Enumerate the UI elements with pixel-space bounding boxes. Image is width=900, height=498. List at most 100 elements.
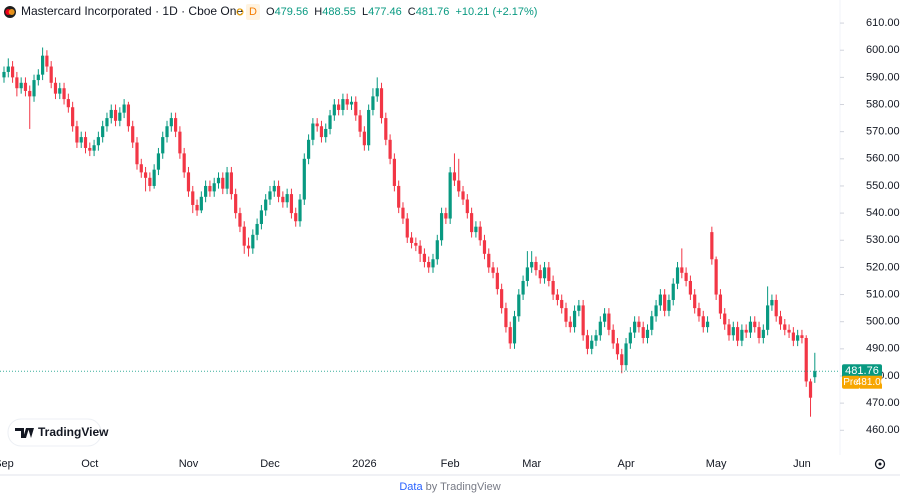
candle-body xyxy=(246,245,251,249)
candle-body xyxy=(525,267,529,281)
candle-body xyxy=(135,142,139,165)
candle-body xyxy=(332,104,336,116)
candle-body xyxy=(508,327,512,344)
legend-value: 488.55 xyxy=(322,6,356,18)
y-tick-label: 470.00 xyxy=(866,397,900,409)
candle-body xyxy=(435,240,439,260)
ohlc-legend: O479.56 H488.55 L477.46 C481.76 +10.21 (… xyxy=(266,6,537,18)
settings-icon[interactable] xyxy=(874,458,886,470)
candle-body xyxy=(590,340,594,349)
candle-body xyxy=(216,177,221,184)
candle-body xyxy=(182,153,186,173)
candle-body xyxy=(615,343,620,355)
candle-body xyxy=(191,191,195,205)
y-tick-label: 590.00 xyxy=(866,71,900,83)
candle-body xyxy=(375,88,379,97)
candle-body xyxy=(598,321,602,336)
y-tick-label: 460.00 xyxy=(866,424,900,436)
candle-body xyxy=(778,316,783,325)
legend-change: +10.21 (+2.17%) xyxy=(455,6,537,18)
candle-body xyxy=(482,240,487,254)
candle-body xyxy=(397,185,401,208)
candle-body xyxy=(551,280,555,295)
candle-body xyxy=(311,123,315,140)
candle-body xyxy=(126,104,131,127)
candle-body xyxy=(641,327,645,338)
candle-body xyxy=(620,354,624,366)
candle-body xyxy=(122,104,126,113)
candle-body xyxy=(225,172,229,189)
candle-body xyxy=(770,299,774,306)
candle-body xyxy=(813,371,817,378)
pre-price: 481.00 xyxy=(856,377,887,388)
candle-body xyxy=(264,199,268,211)
candle-body xyxy=(362,131,366,146)
candle-body xyxy=(349,101,354,105)
candle-body xyxy=(431,259,435,268)
x-tick-label: Nov xyxy=(179,458,199,470)
y-tick-label: 550.00 xyxy=(866,180,900,192)
candle-body xyxy=(427,261,431,268)
candle-body xyxy=(143,172,148,178)
y-tick-label: 610.00 xyxy=(866,17,900,29)
candle-body xyxy=(337,104,341,110)
candle-body xyxy=(409,237,414,243)
candle-body xyxy=(667,299,671,311)
candle-body xyxy=(418,245,422,254)
candle-body xyxy=(783,324,787,330)
candle-body xyxy=(663,294,667,311)
candle-body xyxy=(753,321,757,328)
x-tick-label: Dec xyxy=(260,458,280,470)
candle-body xyxy=(697,308,701,317)
legend-label: H xyxy=(314,6,322,18)
candle-body xyxy=(671,283,675,300)
candle-body xyxy=(199,196,203,211)
candle-body xyxy=(165,126,169,138)
candle-body xyxy=(259,210,263,224)
logo-bg[interactable] xyxy=(7,418,102,447)
footer-link[interactable]: Data xyxy=(399,481,423,493)
candle-body xyxy=(161,137,165,154)
candle-body xyxy=(710,232,714,260)
candle-body xyxy=(10,66,15,78)
candle-body xyxy=(371,96,375,110)
candle-body xyxy=(658,294,662,306)
candle-body xyxy=(491,267,495,273)
footer-text: by TradingView xyxy=(426,481,501,493)
candle-body xyxy=(444,213,448,219)
candle-body xyxy=(572,310,577,328)
candle-body xyxy=(345,99,349,105)
candle-body xyxy=(238,213,242,227)
candle-body xyxy=(744,329,748,333)
candle-body xyxy=(684,272,688,281)
symbol-title[interactable]: Mastercard Incorporated · 1D · Cboe One xyxy=(21,4,243,18)
candle-body xyxy=(500,289,504,309)
logo-text[interactable]: TradingView xyxy=(38,425,109,439)
candle-body xyxy=(341,99,345,110)
candle-body xyxy=(156,153,161,170)
candle-body xyxy=(66,99,70,108)
candle-body xyxy=(757,327,761,338)
candle-body xyxy=(624,343,628,366)
candle-body xyxy=(405,218,409,238)
candle-body xyxy=(504,308,508,328)
candle-body xyxy=(688,280,692,295)
candle-body xyxy=(15,77,19,89)
candle-body xyxy=(45,55,49,67)
legend-value: 479.56 xyxy=(275,6,309,18)
candle-body xyxy=(787,329,791,333)
candle-body xyxy=(328,115,332,129)
candle-body xyxy=(731,327,735,336)
candle-body xyxy=(701,316,705,328)
candle-body xyxy=(105,118,109,127)
candle-body xyxy=(675,267,680,284)
candle-body xyxy=(101,126,105,138)
candle-body xyxy=(2,71,6,78)
candle-body xyxy=(96,137,100,146)
candle-body xyxy=(75,126,79,143)
y-tick-label: 580.00 xyxy=(866,98,900,110)
badge-bg xyxy=(246,4,260,20)
candle-body xyxy=(294,213,298,222)
candle-body xyxy=(628,332,632,344)
